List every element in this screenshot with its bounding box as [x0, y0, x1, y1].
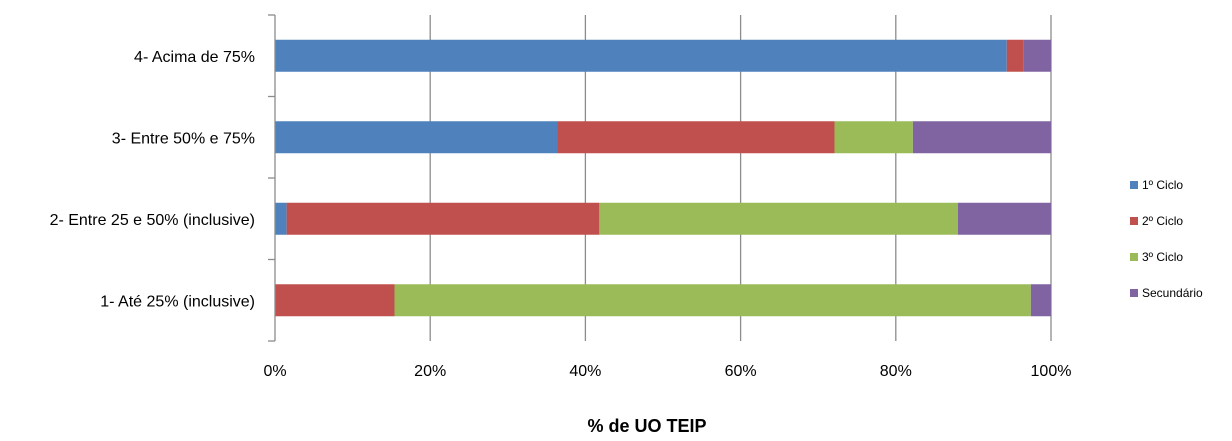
legend-swatch: [1130, 289, 1138, 297]
category-label: 2- Entre 25 e 50% (inclusive): [50, 212, 255, 229]
legend-swatch: [1130, 253, 1138, 261]
category-label: 3- Entre 50% e 75%: [112, 130, 255, 147]
bar-segment: [1023, 39, 1051, 72]
bar-segment: [275, 284, 395, 317]
legend-swatch: [1130, 217, 1138, 225]
bar-segment: [557, 121, 835, 154]
legend-label: 3º Ciclo: [1142, 250, 1183, 264]
legend-label: 1º Ciclo: [1142, 178, 1183, 192]
x-tick-label: 0%: [263, 363, 286, 380]
bar-segment: [286, 202, 600, 235]
x-tick-labels: 0% 20% 40% 60% 80% 100%: [263, 363, 1071, 380]
bar-segment: [275, 202, 287, 235]
bar-segment: [275, 121, 558, 154]
x-tick-label: 100%: [1031, 363, 1072, 380]
category-label: 4- Acima de 75%: [134, 49, 255, 66]
bar-segment: [834, 121, 913, 154]
bar-segment: [394, 284, 1031, 317]
legend-swatch: [1130, 181, 1138, 189]
bar-segment: [1006, 39, 1024, 72]
bar-segment: [275, 39, 1007, 72]
legend-label: 2º Ciclo: [1142, 214, 1183, 228]
bar-segment: [957, 202, 1051, 235]
legend: 1º Ciclo 2º Ciclo 3º Ciclo Secundário: [1130, 178, 1203, 300]
x-tick-label: 80%: [880, 363, 912, 380]
bar-segment: [599, 202, 958, 235]
x-tick-label: 60%: [725, 363, 757, 380]
bars: [275, 39, 1051, 317]
category-labels: 4- Acima de 75% 3- Entre 50% e 75% 2- Entr…: [50, 49, 255, 311]
bar-segment: [912, 121, 1051, 154]
x-tick-label: 40%: [569, 363, 601, 380]
legend-label: Secundário: [1142, 286, 1203, 300]
axes: [268, 14, 276, 342]
x-axis-title: % de UO TEIP: [587, 416, 706, 436]
category-label: 1- Até 25% (inclusive): [100, 293, 255, 310]
x-tick-label: 20%: [414, 363, 446, 380]
bar-segment: [1030, 284, 1051, 317]
